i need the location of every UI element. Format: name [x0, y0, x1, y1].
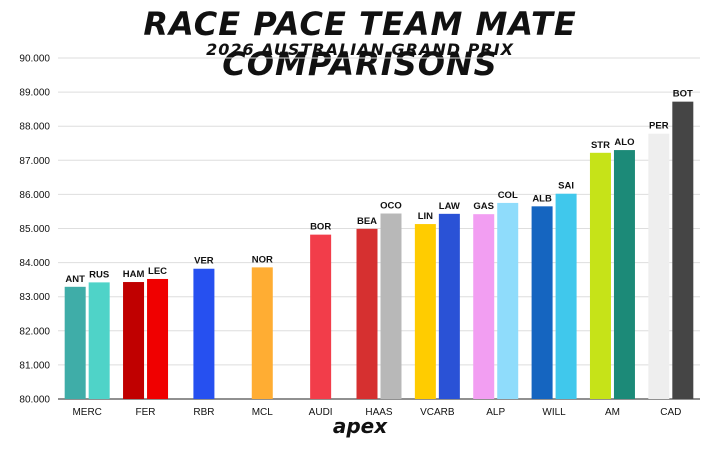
driver-label: RUS	[89, 269, 109, 280]
y-tick-label: 87.000	[19, 156, 50, 167]
team-label: FER	[136, 407, 156, 418]
driver-label: OCO	[380, 200, 402, 211]
bar-alo	[613, 150, 635, 399]
bar-alb	[531, 206, 553, 399]
team-label: WILL	[542, 407, 566, 418]
driver-label: NOR	[252, 254, 273, 265]
y-tick-label: 81.000	[19, 360, 50, 371]
bar-bot	[672, 101, 694, 399]
y-tick-label: 84.000	[19, 258, 50, 269]
bar-per	[648, 133, 670, 399]
driver-label: GAS	[473, 201, 494, 212]
y-tick-label: 89.000	[19, 88, 50, 99]
bar-gas	[473, 214, 495, 399]
bar-sai	[555, 193, 577, 399]
bar-law	[438, 213, 460, 399]
y-tick-label: 90.000	[19, 54, 50, 65]
bar-lec	[147, 278, 169, 399]
bar-ham	[123, 282, 145, 399]
team-label: RBR	[193, 407, 214, 418]
team-label: VCARB	[420, 407, 455, 418]
team-label: ALP	[486, 407, 505, 418]
y-tick-label: 83.000	[19, 292, 50, 303]
chart-title: RACE PACE TEAM MATE COMPARISONS	[143, 5, 577, 83]
y-tick-label: 85.000	[19, 224, 50, 235]
driver-label: HAM	[123, 269, 145, 280]
bar-oco	[380, 213, 402, 399]
driver-label: LIN	[418, 211, 433, 222]
y-tick-label: 88.000	[19, 122, 50, 133]
driver-label: ALB	[532, 193, 552, 204]
team-label: MERC	[72, 407, 101, 418]
bar-bea	[356, 228, 378, 399]
driver-label: STR	[591, 140, 610, 151]
y-tick-label: 82.000	[19, 326, 50, 337]
y-tick-label: 80.000	[19, 395, 50, 406]
team-label: AM	[605, 407, 620, 418]
y-tick-label: 86.000	[19, 190, 50, 201]
team-label: HAAS	[365, 407, 393, 418]
apex-logo: apex	[332, 414, 388, 438]
driver-label: PER	[649, 121, 669, 132]
chart-subtitle: 2026 AUSTRALIAN GRAND PRIX	[206, 40, 514, 59]
driver-label: ANT	[65, 274, 85, 285]
team-label: CAD	[660, 407, 681, 418]
bar-col	[497, 202, 519, 399]
bar-rus	[88, 282, 110, 399]
bar-str	[589, 152, 611, 399]
bar-nor	[251, 267, 273, 399]
driver-label: ALO	[614, 137, 634, 148]
driver-label: BOT	[673, 89, 693, 100]
driver-label: BOR	[310, 222, 331, 233]
bar-bor	[310, 234, 332, 399]
driver-label: COL	[498, 190, 518, 201]
team-label: MCL	[252, 407, 274, 418]
bar-ver	[193, 268, 215, 399]
driver-label: BEA	[357, 216, 377, 227]
team-label: AUDI	[309, 407, 333, 418]
driver-label: LEC	[148, 266, 167, 277]
driver-label: SAI	[558, 181, 574, 192]
bar-ant	[64, 286, 86, 399]
bar-lin	[414, 224, 436, 399]
driver-label: LAW	[439, 201, 460, 212]
driver-label: VER	[194, 256, 214, 267]
